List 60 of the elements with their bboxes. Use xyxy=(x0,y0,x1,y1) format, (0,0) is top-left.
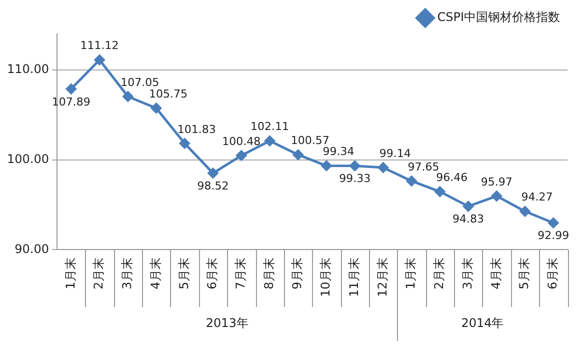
data-label: 100.48 xyxy=(222,134,261,148)
point xyxy=(66,84,76,94)
point xyxy=(292,149,304,160)
x-tick-label: 10月末 xyxy=(318,258,333,298)
data-label: 107.89 xyxy=(52,95,90,108)
text: 2014年 xyxy=(461,316,504,330)
point xyxy=(463,201,474,212)
legend-label: CSPI中国钢材价格指数 xyxy=(437,10,560,24)
x-tick-label: 5月末 xyxy=(517,258,532,290)
data-label: 101.83 xyxy=(177,122,216,136)
data-label: 99.34 xyxy=(322,145,354,158)
x-tick-label: 1月末 xyxy=(63,258,78,290)
data-label: 100.57 xyxy=(290,134,330,148)
x-tick-label: 4月末 xyxy=(488,258,503,290)
x-tick-label: 2月末 xyxy=(92,258,106,290)
x-tick-label: 5月末 xyxy=(176,258,191,290)
x-tick-label: 7月末 xyxy=(233,258,248,290)
y-tick-label: 100.00 xyxy=(6,152,49,166)
x-tick-label: 3月末 xyxy=(460,258,474,290)
x-tick-label: 4月末 xyxy=(148,258,162,290)
point xyxy=(434,186,446,197)
x-tick-label: 9月末 xyxy=(290,258,304,290)
x-tick-label: 6月末 xyxy=(546,258,560,290)
point xyxy=(321,160,332,172)
point xyxy=(208,168,218,178)
data-label: 107.05 xyxy=(120,76,160,89)
data-label: 94.27 xyxy=(521,190,553,204)
point xyxy=(264,136,275,146)
data-label: 96.46 xyxy=(436,171,468,184)
point xyxy=(548,218,559,228)
x-tick-label: 8月末 xyxy=(262,258,276,290)
x-tick-label: 1月末 xyxy=(404,258,418,290)
point xyxy=(122,91,134,102)
point xyxy=(151,102,162,114)
point xyxy=(491,190,502,202)
point xyxy=(94,54,105,66)
text: 2013年 xyxy=(206,316,248,330)
x-tick-label: 11月末 xyxy=(346,258,361,298)
data-label: 111.12 xyxy=(80,39,119,52)
point xyxy=(520,206,530,217)
data-label: 105.75 xyxy=(149,88,188,101)
x-tick-label: 2月末 xyxy=(432,258,446,290)
x-tick-label: 6月末 xyxy=(205,258,220,290)
data-label: 97.65 xyxy=(408,160,440,174)
x-tick-label: 12月末 xyxy=(375,258,390,298)
data-label: 92.99 xyxy=(538,229,570,242)
point xyxy=(179,138,190,149)
data-label: 94.83 xyxy=(452,212,484,226)
data-label: 99.14 xyxy=(379,146,411,160)
point xyxy=(378,162,388,173)
data-label: 99.33 xyxy=(339,172,371,186)
y-tick-label: 90.00 xyxy=(14,242,49,256)
y-tick-label: 110.00 xyxy=(6,62,49,76)
data-label: 95.97 xyxy=(480,175,512,188)
data-label: 98.52 xyxy=(197,180,229,193)
data-label: 102.11 xyxy=(250,120,289,134)
x-tick-label: 3月末 xyxy=(120,258,134,290)
point xyxy=(406,176,417,186)
point xyxy=(236,150,247,161)
point xyxy=(350,160,360,172)
